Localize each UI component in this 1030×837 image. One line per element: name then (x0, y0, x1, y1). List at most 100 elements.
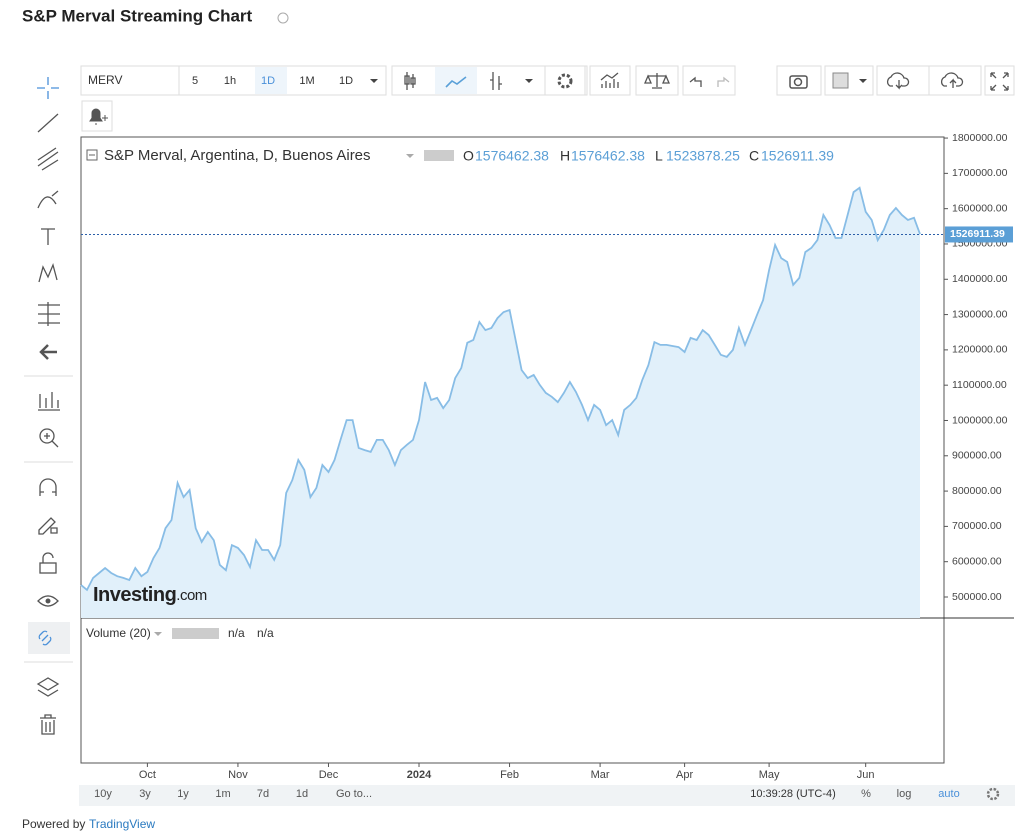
volume-title: Volume (20) (86, 626, 151, 640)
footer-prefix: Powered by (22, 817, 85, 831)
series-label: S&P Merval, Argentina, D, Buenos Aires (104, 147, 371, 164)
y-tick-label: 1100000.00 (952, 379, 1007, 391)
scale-button[interactable]: log (897, 788, 912, 800)
candles-icon[interactable] (404, 72, 416, 90)
x-tick-label: Apr (676, 769, 693, 781)
dropdown-arrow[interactable] (370, 79, 378, 83)
x-tick-label: Dec (319, 769, 339, 781)
brush-tool[interactable] (37, 190, 59, 209)
scale-button[interactable]: auto (938, 788, 959, 800)
watermark-brand: Investing (93, 584, 176, 606)
y-tick-label: 700000.00 (952, 520, 1002, 532)
open-value: 1576462.38 (475, 148, 549, 164)
bottom-bar (79, 785, 1015, 806)
color-icon[interactable] (832, 72, 849, 89)
visibility-tool[interactable] (37, 595, 59, 607)
x-tick-label: Jun (857, 769, 875, 781)
range-button[interactable]: 1m (215, 788, 230, 800)
low-label: L (655, 148, 663, 164)
high-value: 1576462.38 (571, 148, 645, 164)
text-tool[interactable] (41, 228, 55, 245)
magnet-tool[interactable] (39, 478, 57, 496)
y-tick-label: 1700000.00 (952, 167, 1008, 179)
scale-button[interactable]: % (861, 788, 871, 800)
info-icon[interactable] (277, 12, 289, 24)
volume-settings[interactable] (172, 628, 219, 639)
delete-tool[interactable] (40, 714, 56, 735)
close-label: C (749, 148, 759, 164)
lock-draw-tool[interactable] (38, 517, 58, 535)
x-tick-label: Feb (500, 769, 519, 781)
area-icon[interactable] (445, 76, 467, 88)
volume-value: n/a (257, 626, 274, 640)
interval-button[interactable]: 1D (261, 75, 275, 87)
y-tick-label: 1600000.00 (952, 202, 1008, 214)
compare-icon[interactable] (644, 73, 670, 89)
footer-link[interactable]: TradingView (89, 817, 155, 831)
high-label: H (560, 148, 570, 164)
settings-icon[interactable] (557, 73, 573, 89)
unlock-tool[interactable] (39, 562, 57, 574)
alert-icon[interactable] (89, 108, 108, 125)
pitchfork-tool[interactable] (37, 147, 59, 171)
redo-icon[interactable] (717, 76, 730, 87)
volume-value: n/a (228, 626, 245, 640)
clock: 10:39:28 (UTC-4) (750, 788, 836, 800)
y-tick-label: 1400000.00 (952, 273, 1008, 285)
y-tick-label: 900000.00 (952, 450, 1002, 462)
y-tick-label: 600000.00 (952, 555, 1002, 567)
last-value-label: 1526911.39 (950, 228, 1005, 240)
watermark: Investing.com (93, 584, 207, 606)
bottom-settings[interactable] (986, 787, 1000, 801)
symbol-input: MERV (88, 73, 122, 87)
left-toolbar (24, 77, 73, 735)
layers-tool[interactable] (36, 677, 60, 697)
close-value: 1526911.39 (761, 148, 834, 164)
x-tick-label: May (759, 769, 780, 781)
y-tick-label: 800000.00 (952, 485, 1002, 497)
y-tick-label: 500000.00 (952, 591, 1002, 603)
bars-icon[interactable] (490, 72, 502, 90)
zoom-tool[interactable] (39, 428, 55, 444)
interval-button[interactable]: 1D (339, 75, 353, 87)
price-line (80, 186, 921, 592)
undo-icon[interactable] (689, 76, 702, 87)
range-button[interactable]: 1y (177, 788, 189, 800)
range-button[interactable]: Go to... (336, 788, 372, 800)
interval-button[interactable]: 1h (224, 75, 236, 87)
open-label: O (463, 148, 474, 164)
y-tick-label: 1800000.00 (952, 132, 1008, 144)
x-tick-label: Oct (139, 769, 156, 781)
y-tick-label: 1000000.00 (952, 414, 1008, 426)
page-title: S&P Merval Streaming Chart (22, 6, 253, 25)
range-button[interactable]: 7d (257, 788, 269, 800)
load-icon[interactable] (886, 72, 910, 90)
fullscreen-icon[interactable] (990, 72, 1009, 91)
fib-tool[interactable] (38, 302, 60, 326)
range-button[interactable]: 1d (296, 788, 308, 800)
low-value: 1523878.25 (666, 148, 740, 164)
screenshot-icon[interactable] (789, 75, 808, 89)
crosshair-tool[interactable] (37, 77, 59, 99)
measure-tool[interactable] (38, 392, 60, 411)
sync-tool-bg (28, 622, 70, 654)
range-button[interactable]: 10y (94, 788, 112, 800)
interval-button[interactable]: 5 (192, 75, 198, 87)
area-fill (81, 187, 920, 619)
y-tick-label: 1300000.00 (952, 308, 1008, 320)
indicators-icon[interactable] (600, 72, 619, 88)
arrow-tool[interactable] (39, 344, 57, 360)
pattern-tool[interactable] (38, 262, 58, 283)
save-icon[interactable] (940, 72, 964, 88)
series-settings[interactable] (424, 150, 454, 161)
watermark-suffix: .com (176, 587, 207, 604)
interval-selected (255, 67, 287, 94)
y-tick-label: 1200000.00 (952, 344, 1008, 356)
interval-button[interactable]: 1M (299, 75, 314, 87)
x-tick-label: 2024 (407, 769, 432, 781)
range-button[interactable]: 3y (139, 788, 151, 800)
link-tool[interactable] (38, 630, 52, 646)
trendline-tool[interactable] (37, 113, 59, 133)
